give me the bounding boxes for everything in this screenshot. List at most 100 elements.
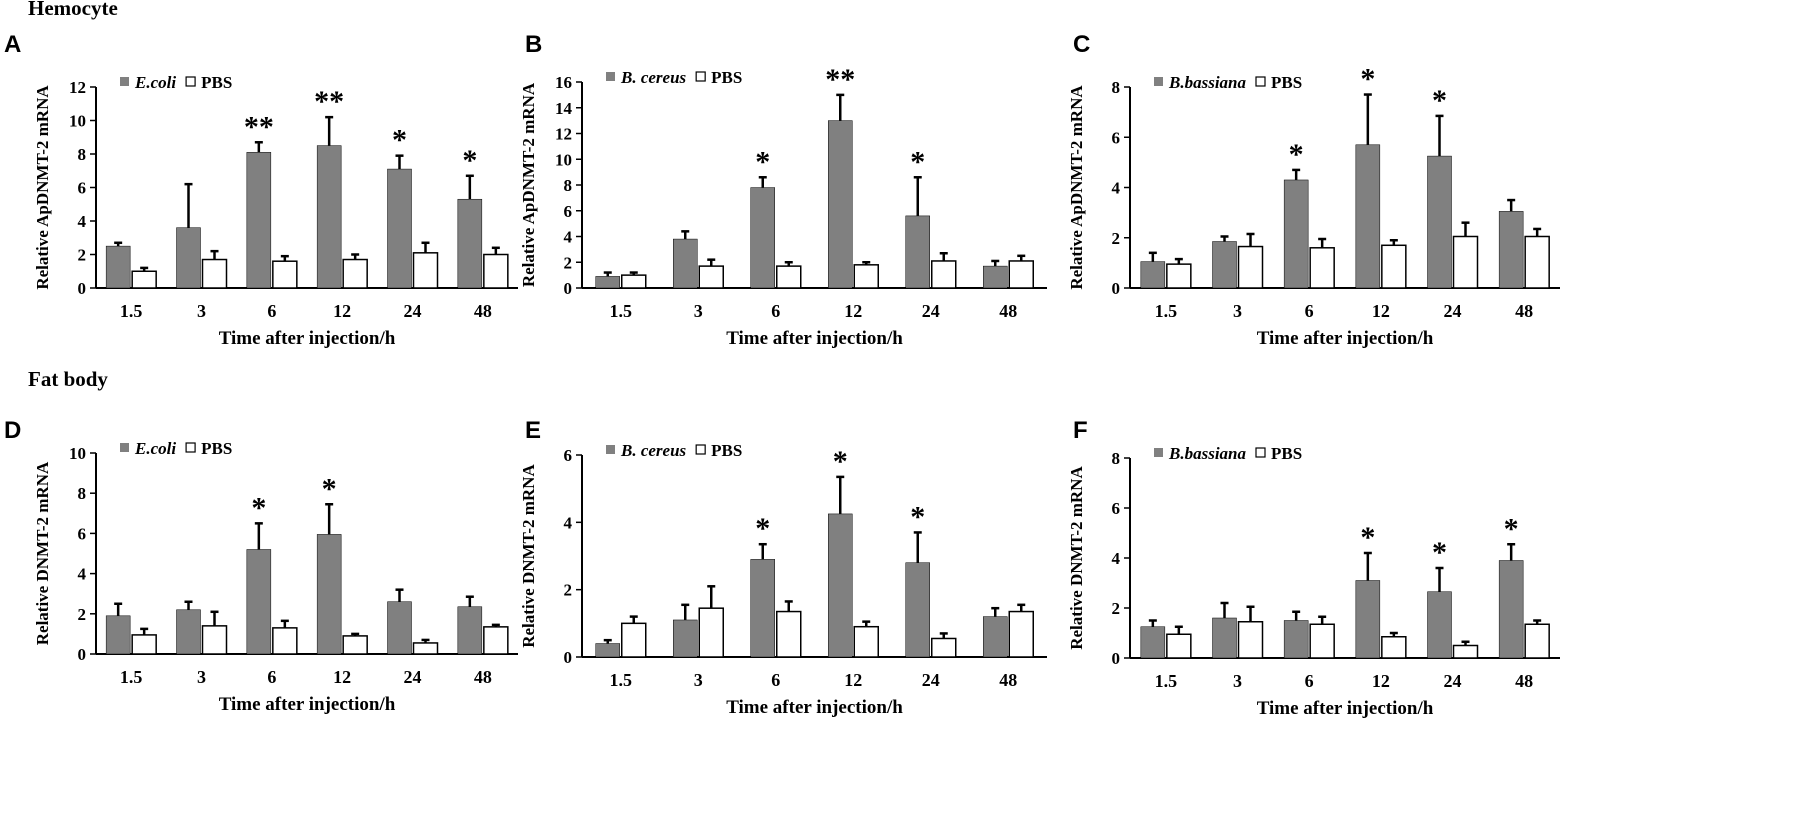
bar-treatment-48	[457, 198, 483, 289]
x-tick-label: 6	[771, 670, 780, 690]
y-tick-label: 6	[78, 179, 87, 198]
y-tick-label: 4	[78, 565, 87, 584]
bar-pbs-6	[1309, 247, 1335, 289]
y-tick-label: 2	[78, 246, 87, 265]
x-tick-label: 3	[197, 667, 206, 687]
significance-marker: **	[825, 63, 855, 96]
bar-pbs-24	[1452, 235, 1479, 289]
x-axis-label: Time after injection/h	[219, 694, 396, 715]
legend-label-pbs: PBS	[711, 68, 742, 87]
x-tick-label: 12	[844, 670, 862, 690]
bar-pbs-3	[698, 607, 724, 658]
y-axis-label: Relative ApDNMT-2 mRNA	[33, 85, 52, 290]
x-tick-label: 6	[1305, 301, 1314, 321]
bar-treatment-24	[387, 168, 412, 289]
significance-marker: *	[910, 500, 925, 533]
x-tick-label: 12	[1372, 671, 1390, 691]
x-tick-label: 6	[267, 667, 276, 687]
significance-marker: *	[322, 472, 337, 505]
bar-treatment-3	[673, 619, 698, 658]
y-tick-label: 2	[78, 605, 87, 624]
bar-treatment-12	[316, 145, 342, 289]
bar-pbs-24	[412, 642, 439, 655]
y-tick-label: 2	[564, 581, 573, 600]
bar-pbs-6	[272, 627, 298, 655]
bar-pbs-3	[698, 265, 724, 289]
y-tick-label: 12	[69, 78, 86, 97]
y-tick-label: 10	[69, 112, 86, 131]
significance-marker: *	[1432, 84, 1447, 117]
x-tick-label: 6	[1305, 671, 1314, 691]
bar-treatment-3	[176, 609, 201, 655]
y-tick-label: 4	[1112, 549, 1121, 568]
legend-swatch-treatment	[1154, 77, 1163, 86]
y-tick-label: 12	[555, 125, 572, 144]
bar-pbs-48	[1524, 235, 1550, 289]
y-axis-label: Relative DNMT-2 mRNA	[33, 461, 52, 645]
legend-label-pbs: PBS	[201, 73, 232, 92]
legend-swatch-pbs	[1255, 76, 1266, 87]
y-tick-label: 8	[1112, 449, 1121, 468]
x-tick-label: 3	[1233, 671, 1242, 691]
legend-label-treatment: E.coli	[134, 439, 176, 458]
bar-treatment-12	[828, 120, 853, 289]
significance-marker: *	[1360, 521, 1375, 554]
bar-pbs-48	[483, 253, 509, 289]
x-tick-label: 3	[1233, 301, 1242, 321]
legend-label-pbs: PBS	[711, 441, 742, 460]
x-tick-label: 24	[922, 301, 940, 321]
y-tick-label: 6	[78, 524, 87, 543]
y-tick-label: 4	[78, 212, 87, 231]
y-axis-label: Relative DNMT-2 mRNA	[519, 464, 538, 648]
x-tick-label: 1.5	[1155, 671, 1178, 691]
bar-treatment-6	[1283, 620, 1309, 659]
x-tick-label: 24	[404, 667, 422, 687]
significance-marker: *	[462, 144, 477, 177]
x-tick-label: 48	[1515, 301, 1533, 321]
bar-treatment-1.5	[1140, 261, 1166, 289]
significance-marker: *	[1289, 138, 1304, 171]
legend-swatch-pbs	[185, 442, 196, 453]
panel-letter: D	[4, 417, 21, 444]
bar-pbs-1.5	[1166, 633, 1192, 659]
bar-treatment-1.5	[595, 643, 620, 658]
bar-pbs-24	[931, 260, 957, 289]
significance-marker: **	[244, 110, 274, 143]
x-tick-label: 6	[267, 301, 276, 321]
y-axis-label: Relative DNMT-2 mRNA	[1067, 466, 1086, 650]
legend-label-treatment: B.bassiana	[1168, 444, 1246, 463]
bar-pbs-3	[1237, 621, 1264, 659]
legend-swatch-treatment	[1154, 448, 1163, 457]
bar-pbs-6	[776, 610, 802, 658]
x-tick-label: 48	[474, 667, 492, 687]
y-tick-label: 0	[564, 279, 573, 298]
bar-pbs-1.5	[621, 274, 647, 289]
x-axis-label: Time after injection/h	[1257, 698, 1434, 719]
significance-marker: *	[1360, 63, 1375, 96]
bar-treatment-48	[983, 265, 1008, 289]
bar-pbs-6	[272, 260, 298, 289]
x-tick-label: 12	[333, 301, 351, 321]
x-axis-label: Time after injection/h	[726, 697, 903, 718]
legend-swatch-treatment	[120, 77, 129, 86]
bar-treatment-1.5	[595, 276, 620, 289]
y-tick-label: 0	[78, 279, 87, 298]
bar-pbs-24	[931, 637, 957, 658]
x-tick-label: 3	[694, 301, 703, 321]
legend-swatch-pbs	[185, 76, 196, 87]
y-tick-label: 2	[1112, 229, 1121, 248]
y-tick-label: 2	[1112, 599, 1121, 618]
panel-letter: C	[1073, 31, 1090, 58]
section-title-hemocyte: Hemocyte	[28, 0, 118, 20]
legend-label-pbs: PBS	[1271, 73, 1302, 92]
x-tick-label: 48	[999, 670, 1017, 690]
bar-pbs-3	[201, 258, 228, 289]
y-tick-label: 6	[1112, 499, 1121, 518]
x-tick-label: 48	[474, 301, 492, 321]
bar-pbs-6	[1309, 623, 1335, 659]
